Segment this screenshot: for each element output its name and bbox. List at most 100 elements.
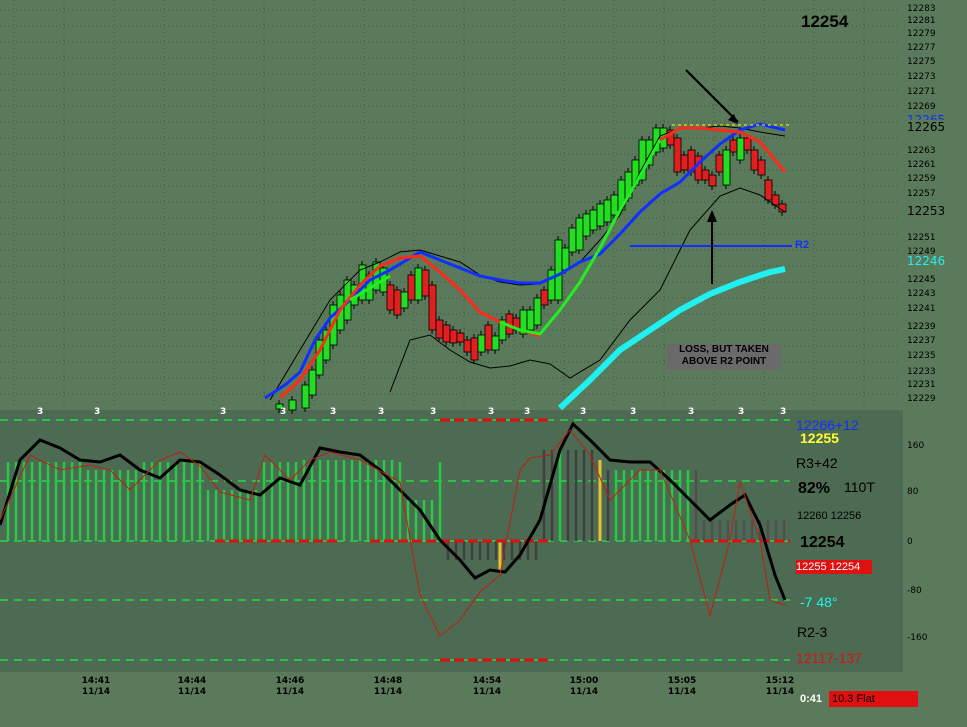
timer: 0:41 <box>800 693 823 705</box>
price-tick: 12249 <box>907 247 936 257</box>
readout-pair: 12260 12256 <box>797 510 862 522</box>
lower-band-line <box>389 187 786 393</box>
price-tick: 12239 <box>907 322 936 332</box>
candle-body <box>400 291 409 309</box>
r2-label: R2 <box>795 239 810 251</box>
candle-body <box>301 384 310 409</box>
candle-body <box>308 369 317 396</box>
arrow-down-right <box>685 69 739 123</box>
count-marker: 3 <box>94 407 101 417</box>
candle-body <box>582 213 591 237</box>
readout-r3: R3+42 <box>796 455 838 471</box>
count-marker: 3 <box>630 407 637 417</box>
candle-body <box>708 174 717 187</box>
trade-annotation: LOSS, BUT TAKEN ABOVE R2 POINT <box>667 344 781 370</box>
candle-body <box>288 399 297 411</box>
candle-body <box>610 194 619 216</box>
count-marker: 3 <box>378 407 385 417</box>
time-label: 14:54 11/14 <box>472 676 502 697</box>
candle-body <box>701 169 710 181</box>
count-marker: 3 <box>220 407 227 417</box>
price-tick: 12259 <box>907 174 936 184</box>
candle-body <box>561 247 570 271</box>
price-tick: 12233 <box>907 367 936 377</box>
price-title: 12254 <box>801 12 849 31</box>
candle-body <box>764 179 773 201</box>
candle-body <box>407 274 416 301</box>
candle-body <box>603 199 612 223</box>
count-marker: 3 <box>37 407 44 417</box>
count-marker: 3 <box>738 407 745 417</box>
candle-body <box>680 154 689 171</box>
time-label: 14:41 11/14 <box>81 676 111 697</box>
price-tick: 12251 <box>907 233 936 243</box>
price-tick: 12263 <box>907 146 936 156</box>
oscillator-tick: 0 <box>907 537 913 547</box>
candle-body <box>442 324 451 343</box>
time-label: 15:12 11/14 <box>765 676 795 697</box>
candle-body <box>477 334 486 353</box>
candle-body <box>533 297 542 326</box>
price-tick: 12231 <box>907 380 936 390</box>
candle-body <box>456 332 465 343</box>
cyan-trend-line <box>557 266 786 411</box>
readout-yellow: 12255 <box>800 430 839 446</box>
price-marker: 12265 <box>907 120 946 134</box>
arrow-head <box>728 114 738 124</box>
oscillator-main-line <box>0 421 787 601</box>
readout-angle: -7 48° <box>800 594 838 610</box>
oscillator-tick: -80 <box>907 586 922 596</box>
price-tick: 12279 <box>907 29 936 39</box>
oscillator-signal-line <box>0 429 786 637</box>
candle-body <box>393 289 402 316</box>
readout-last: 12254 <box>800 534 845 551</box>
count-marker: 3 <box>430 407 437 417</box>
count-marker: 3 <box>488 407 495 417</box>
price-tick: 12243 <box>907 289 936 299</box>
oscillator-tick: 160 <box>907 441 925 451</box>
candle-body <box>470 337 479 361</box>
candle-body <box>596 203 605 227</box>
price-tick: 12261 <box>907 160 936 170</box>
candle-body <box>729 139 738 153</box>
count-marker: 3 <box>330 407 337 417</box>
candle-body <box>449 329 458 344</box>
price-marker: 12253 <box>907 204 946 218</box>
candle-body <box>736 137 745 161</box>
green-average-line-left <box>349 274 391 302</box>
candle-body <box>435 319 444 339</box>
candle-body <box>575 217 584 251</box>
candle-body <box>673 137 682 173</box>
readout-percent: 82% <box>798 480 831 497</box>
price-tick: 12241 <box>907 304 936 314</box>
price-tick: 12229 <box>907 394 936 404</box>
candle-body <box>428 284 437 331</box>
readout-ticks: 110T <box>844 479 875 495</box>
price-tick: 12237 <box>907 336 936 346</box>
time-axis-panel <box>0 672 967 727</box>
candle-body <box>275 403 284 410</box>
blue-average-line <box>264 122 786 400</box>
price-tick: 12283 <box>907 4 936 14</box>
price-tick: 12277 <box>907 43 936 53</box>
candle-body <box>757 159 766 176</box>
candle-body <box>554 239 563 301</box>
count-marker: 3 <box>780 407 787 417</box>
red-average-line-left <box>278 254 541 400</box>
price-tick: 12245 <box>907 275 936 285</box>
count-marker: 3 <box>688 407 695 417</box>
candle-body <box>414 267 423 301</box>
candle-body <box>743 137 752 151</box>
price-tick: 12275 <box>907 57 936 67</box>
green-average-line <box>499 126 681 336</box>
time-label: 14:46 11/14 <box>275 676 305 697</box>
readout-bottom: 12117-137 <box>796 650 862 666</box>
count-marker: 3 <box>524 407 531 417</box>
price-tick: 12257 <box>907 189 936 199</box>
time-label: 14:48 11/14 <box>373 676 403 697</box>
candle-body <box>722 149 731 186</box>
price-tick: 12273 <box>907 72 936 82</box>
price-marker: 12246 <box>907 254 946 268</box>
readout-red-box: 12255 12254 <box>796 560 872 574</box>
